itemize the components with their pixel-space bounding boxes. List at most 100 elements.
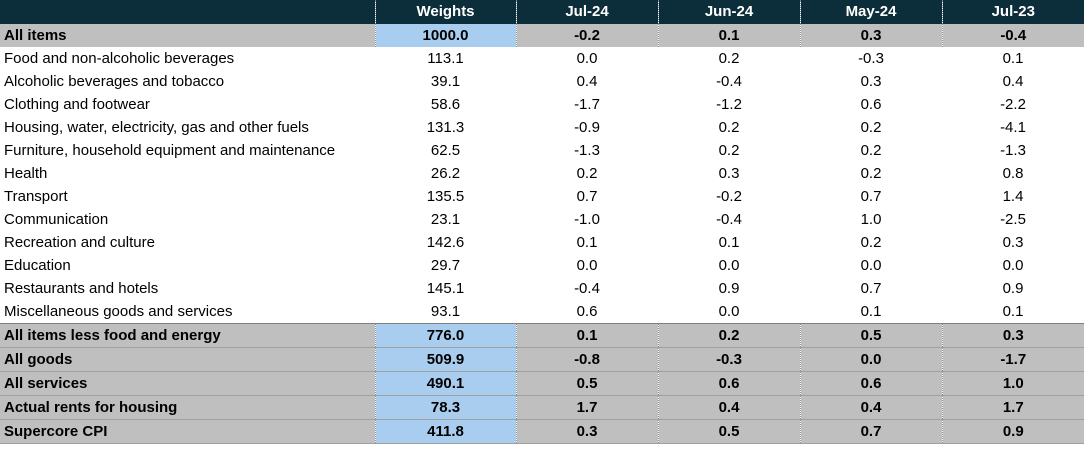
value-cell: 0.7 (800, 277, 942, 300)
row-label: All items less food and energy (0, 323, 376, 348)
value-cell: -4.1 (942, 116, 1084, 139)
value-cell: 0.9 (942, 419, 1084, 444)
value-cell: 1.7 (516, 395, 659, 420)
value-cell: -2.2 (942, 93, 1084, 116)
row-label: All services (0, 371, 376, 396)
weight-cell: 509.9 (375, 347, 517, 372)
value-cell: 0.5 (516, 371, 659, 396)
value-cell: 0.6 (658, 371, 801, 396)
header-jul-23: Jul-23 (942, 0, 1084, 24)
value-cell: 1.7 (942, 395, 1084, 420)
table-row: Education 29.7 0.0 0.0 0.0 0.0 (0, 254, 1084, 277)
value-cell: 0.1 (658, 231, 800, 254)
table-row: Food and non-alcoholic beverages 113.1 0… (0, 47, 1084, 70)
value-cell: -0.2 (516, 24, 659, 47)
row-label: Furniture, household equipment and maint… (0, 139, 375, 162)
header-label-cell (0, 0, 376, 24)
row-label: Alcoholic beverages and tobacco (0, 70, 375, 93)
row-label: Supercore CPI (0, 419, 376, 444)
table-row-all-items: All items 1000.0 -0.2 0.1 0.3 -0.4 (0, 24, 1084, 47)
value-cell: -0.8 (516, 347, 659, 372)
value-cell: -0.9 (516, 116, 658, 139)
value-cell: -1.2 (658, 93, 800, 116)
table-row-supercore-cpi: Supercore CPI 411.8 0.3 0.5 0.7 0.9 (0, 419, 1084, 444)
value-cell: -1.3 (942, 139, 1084, 162)
value-cell: 0.2 (658, 47, 800, 70)
value-cell: 0.4 (516, 70, 658, 93)
value-cell: 0.4 (800, 395, 943, 420)
value-cell: 0.2 (800, 116, 942, 139)
row-label: Clothing and footwear (0, 93, 375, 116)
value-cell: 0.6 (516, 300, 658, 324)
value-cell: 0.6 (800, 93, 942, 116)
weight-cell: 142.6 (375, 231, 516, 254)
value-cell: 0.0 (516, 47, 658, 70)
value-cell: 0.1 (942, 47, 1084, 70)
table-row-actual-rents: Actual rents for housing 78.3 1.7 0.4 0.… (0, 395, 1084, 420)
table-row: Furniture, household equipment and maint… (0, 139, 1084, 162)
value-cell: -1.7 (942, 347, 1084, 372)
header-jun-24: Jun-24 (658, 0, 801, 24)
value-cell: 0.5 (658, 419, 801, 444)
row-label: All goods (0, 347, 376, 372)
weight-cell: 411.8 (375, 419, 517, 444)
table-row: Health 26.2 0.2 0.3 0.2 0.8 (0, 162, 1084, 185)
value-cell: 0.9 (942, 277, 1084, 300)
value-cell: 0.7 (800, 185, 942, 208)
value-cell: -2.5 (942, 208, 1084, 231)
value-cell: -0.3 (800, 47, 942, 70)
row-label: Transport (0, 185, 375, 208)
row-label: Food and non-alcoholic beverages (0, 47, 375, 70)
value-cell: 0.1 (942, 300, 1084, 324)
weight-cell: 58.6 (375, 93, 516, 116)
cpi-table: Weights Jul-24 Jun-24 May-24 Jul-23 All … (0, 0, 1084, 444)
weight-cell: 145.1 (375, 277, 516, 300)
weight-cell: 1000.0 (375, 24, 517, 47)
row-label: Communication (0, 208, 375, 231)
table-row-all-items-less-food-energy: All items less food and energy 776.0 0.1… (0, 323, 1084, 348)
table-row: Alcoholic beverages and tobacco 39.1 0.4… (0, 70, 1084, 93)
value-cell: 0.0 (658, 300, 800, 324)
table-row: Housing, water, electricity, gas and oth… (0, 116, 1084, 139)
value-cell: 0.3 (942, 231, 1084, 254)
weight-cell: 78.3 (375, 395, 517, 420)
table-row: Restaurants and hotels 145.1 -0.4 0.9 0.… (0, 277, 1084, 300)
value-cell: 0.2 (658, 323, 801, 348)
row-label: Recreation and culture (0, 231, 375, 254)
row-label: Education (0, 254, 375, 277)
value-cell: 0.3 (658, 162, 800, 185)
row-label: Restaurants and hotels (0, 277, 375, 300)
table-row: Miscellaneous goods and services 93.1 0.… (0, 300, 1084, 324)
weight-cell: 23.1 (375, 208, 516, 231)
value-cell: -1.0 (516, 208, 658, 231)
row-label: Miscellaneous goods and services (0, 300, 375, 324)
row-label: Housing, water, electricity, gas and oth… (0, 116, 375, 139)
weight-cell: 93.1 (375, 300, 516, 324)
table-row-all-services: All services 490.1 0.5 0.6 0.6 1.0 (0, 371, 1084, 396)
weight-cell: 39.1 (375, 70, 516, 93)
value-cell: 0.2 (800, 162, 942, 185)
value-cell: -0.3 (658, 347, 801, 372)
value-cell: 0.6 (800, 371, 943, 396)
value-cell: 0.2 (658, 139, 800, 162)
value-cell: 0.2 (800, 139, 942, 162)
value-cell: 0.1 (516, 231, 658, 254)
weight-cell: 26.2 (375, 162, 516, 185)
weight-cell: 135.5 (375, 185, 516, 208)
value-cell: 0.0 (658, 254, 800, 277)
value-cell: 0.0 (800, 347, 943, 372)
value-cell: 1.0 (800, 208, 942, 231)
table-row: Clothing and footwear 58.6 -1.7 -1.2 0.6… (0, 93, 1084, 116)
weight-cell: 29.7 (375, 254, 516, 277)
value-cell: -0.4 (942, 24, 1084, 47)
value-cell: 0.3 (800, 24, 943, 47)
weight-cell: 776.0 (375, 323, 517, 348)
value-cell: -0.4 (516, 277, 658, 300)
value-cell: 0.9 (658, 277, 800, 300)
value-cell: 0.1 (516, 323, 659, 348)
value-cell: -0.2 (658, 185, 800, 208)
value-cell: 0.2 (658, 116, 800, 139)
header-jul-24: Jul-24 (516, 0, 659, 24)
value-cell: 0.7 (516, 185, 658, 208)
value-cell: 0.1 (800, 300, 942, 324)
